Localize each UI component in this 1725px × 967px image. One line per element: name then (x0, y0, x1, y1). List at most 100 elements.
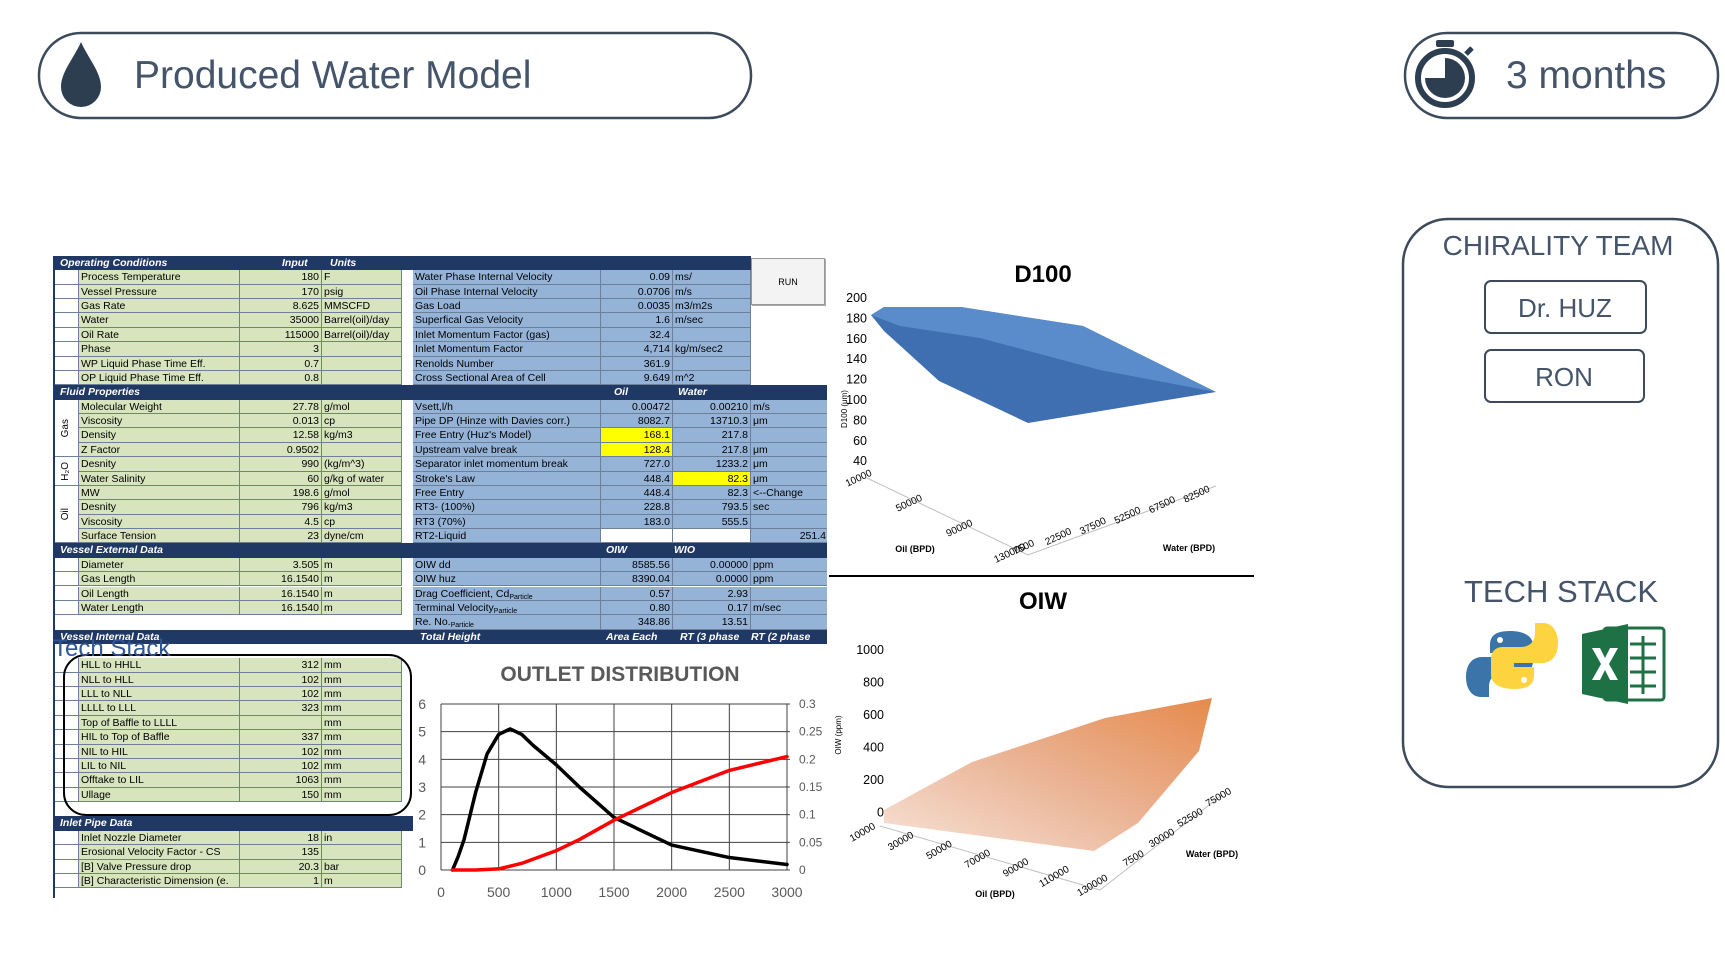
y2-tick-label: 0.3 (799, 697, 816, 711)
header-text: Water (678, 386, 707, 399)
cell: 1 (240, 873, 322, 889)
cell (55, 356, 79, 371)
y2-tick-label: 0.05 (799, 835, 823, 849)
label-subscript: Particle (450, 622, 474, 630)
z-tick-label: 180 (846, 311, 867, 325)
y-tick-label: 4 (418, 751, 426, 767)
cell: Vsett,l/h (413, 399, 601, 415)
cell: 0.0035 (601, 299, 673, 314)
cell: mm (322, 687, 402, 702)
cell (240, 715, 322, 731)
cell (322, 342, 402, 357)
y-ticks-label: 22500 (1044, 526, 1074, 548)
cell: 9.649 (601, 370, 673, 386)
cell: kg/m3 (322, 500, 402, 515)
title-pill (37, 31, 753, 120)
y-ticks-label: 75000 (1204, 786, 1234, 810)
z-tick-label: 600 (863, 708, 884, 722)
header-text: OIW (606, 544, 627, 557)
cell: 35000 (240, 313, 322, 328)
cell: in (322, 830, 402, 846)
cell (55, 830, 79, 846)
cell (322, 370, 402, 386)
cell: 150 (240, 787, 322, 803)
cell: 2.93 (673, 586, 751, 601)
x-ticks-label: 90000 (1001, 856, 1031, 880)
cell: mm (322, 773, 402, 788)
z-tick-label: 140 (846, 352, 867, 366)
cell: F (322, 270, 402, 285)
x-ticks-label: 30000 (886, 830, 916, 854)
header-text: WIO (674, 544, 695, 557)
cell: Viscosity (79, 414, 240, 429)
d100-surface-top (871, 307, 1216, 392)
cell (55, 342, 79, 357)
header-text: Area Each (606, 630, 658, 643)
cell: 1063 (240, 773, 322, 788)
cell: 0.0706 (601, 284, 673, 300)
x-tick-label: 3000 (771, 884, 802, 900)
z-tick-label: 60 (853, 434, 867, 448)
drop-icon (61, 42, 101, 107)
cell: Free Entry (413, 485, 601, 501)
cell (322, 442, 402, 458)
cell: Desnity (79, 500, 240, 515)
cell: Oil Length (79, 586, 240, 601)
cell: Re. No.Particle (413, 615, 601, 630)
cell: RT3- (100%) (413, 500, 601, 515)
cell (55, 270, 79, 285)
z-tick-label: 1000 (856, 643, 884, 657)
cell: Inlet Momentum Factor (gas) (413, 327, 601, 343)
y-tick-label: 1 (418, 834, 426, 850)
cell: OIW huz (413, 572, 601, 587)
cell: Inlet Momentum Factor (413, 342, 601, 357)
cell (601, 529, 673, 544)
cell: 727.0 (601, 457, 673, 472)
member-box (1484, 349, 1645, 403)
cell: sec (751, 500, 827, 515)
spreadsheet: RUN Operating Conditions Input Units Proces… (53, 256, 827, 898)
d100-surface (871, 307, 1216, 423)
cell: 0.57 (601, 586, 673, 601)
cell: Barrel(oil)/day (322, 313, 402, 328)
cell: Phase (79, 342, 240, 357)
cell: kg/m/sec2 (673, 342, 751, 357)
cell: 448.4 (601, 471, 673, 486)
cell: 323 (240, 701, 322, 716)
cell: 251.4 (751, 529, 827, 544)
line-series (450, 727, 789, 872)
y2-tick-label: 0.25 (799, 725, 823, 739)
cell (55, 572, 79, 587)
timer-icon (1415, 40, 1475, 108)
cell: 102 (240, 758, 322, 774)
page-title: Produced Water Model (134, 54, 531, 97)
z-tick-label: 200 (846, 291, 867, 305)
y2-tick-label: 0.1 (799, 808, 816, 822)
cell: 180 (240, 270, 322, 285)
cell: MMSCFD (322, 299, 402, 314)
cell: [B] Characteristic Dimension (e. (79, 873, 240, 889)
cell: 0.8 (240, 370, 322, 386)
cell: g/mol (322, 399, 402, 415)
cell: ppm (751, 572, 827, 587)
surface-title: D100 (1014, 261, 1071, 288)
cell (55, 600, 79, 616)
run-button[interactable]: RUN (751, 258, 825, 305)
z-tick-label: 800 (863, 676, 884, 690)
cell (55, 557, 79, 573)
cell (55, 327, 79, 343)
z-tick-label: 200 (863, 773, 884, 787)
cell (673, 529, 751, 544)
cell: 32.4 (601, 327, 673, 343)
cell: HLL to HHLL (79, 658, 240, 673)
cell: Cross Sectional Area of Cell (413, 370, 601, 386)
cell: Stroke's Law (413, 471, 601, 486)
cell (751, 514, 827, 530)
duration-pill (1403, 31, 1720, 120)
cell: 0.00210 (673, 399, 751, 415)
cell: Top of Baffle to LLLL (79, 715, 240, 731)
cell: mm (322, 715, 402, 731)
member: RON (1535, 362, 1593, 392)
